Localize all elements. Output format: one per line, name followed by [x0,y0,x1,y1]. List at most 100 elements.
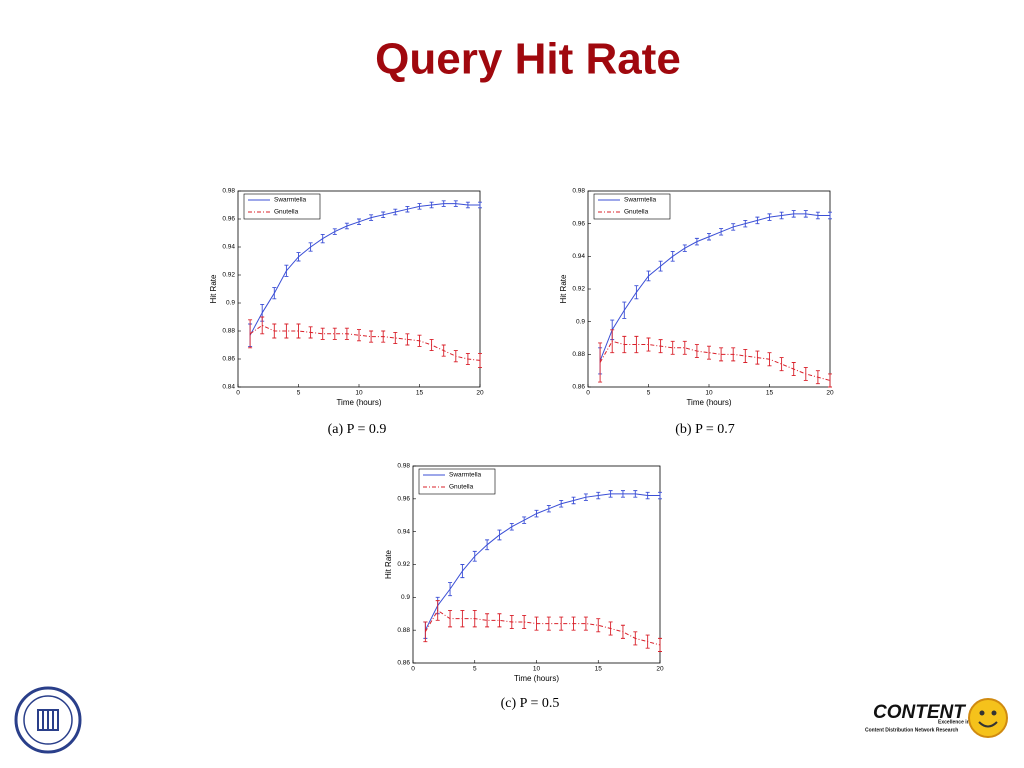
error-bar [634,285,639,300]
legend-label: Swarmtella [274,197,307,204]
error-bar [296,323,301,339]
error-bar [719,347,724,362]
error-bar [598,342,603,383]
error-bar [658,637,662,652]
error-bar [583,493,588,501]
y-tick-label: 0.86 [397,660,410,667]
error-bar [357,218,361,226]
error-bar [534,616,539,631]
error-bar [633,490,638,498]
error-bar [803,210,808,218]
x-tick-label: 5 [473,666,477,673]
y-tick-label: 0.98 [397,463,410,470]
error-bar [608,621,613,636]
x-axis-label: Time (hours) [336,398,381,407]
legend-box [418,468,496,495]
error-bar [308,242,313,252]
error-bar [658,260,663,272]
error-bar [472,610,477,628]
x-tick-label: 0 [586,390,590,397]
y-tick-label: 0.86 [572,384,585,391]
error-bar [448,582,453,597]
error-bar [460,564,465,579]
error-bar [633,631,638,646]
error-bar [453,200,458,207]
y-tick-label: 0.94 [572,253,585,260]
error-bar [417,334,422,347]
error-bar [707,233,711,241]
legend-label: Gnutella [274,209,299,216]
error-bar [694,237,699,246]
y-tick-label: 0.92 [222,272,235,279]
error-bar [522,516,527,524]
error-bar [344,222,349,230]
y-tick-label: 0.88 [397,627,410,634]
error-bar [634,335,639,354]
error-bar [260,316,265,335]
error-bar [522,614,527,629]
error-bar [441,344,446,357]
error-bar [308,326,313,339]
error-bar [731,347,736,362]
y-tick-label: 0.9 [226,300,235,307]
y-tick-label: 0.96 [222,216,235,223]
x-tick-label: 15 [416,390,424,397]
error-bar [460,610,465,628]
error-bar [534,509,539,518]
error-bar [815,370,820,385]
error-bar [381,211,386,219]
error-bar [509,523,514,531]
error-bar [828,211,832,220]
x-tick-label: 15 [766,390,774,397]
error-bar [815,211,820,220]
chart-caption: (a) P = 0.9 [328,422,387,437]
error-bar [622,335,627,354]
legend-box [243,193,321,220]
x-tick-label: 10 [705,390,713,397]
y-tick-label: 0.92 [572,286,585,293]
error-bar [546,616,551,631]
x-tick-label: 15 [595,666,603,673]
error-bar [332,228,337,235]
university-logo [14,686,82,754]
x-tick-label: 0 [236,390,240,397]
error-bar [344,327,349,340]
series-line [249,324,481,361]
series-line [599,213,830,362]
error-bar [405,333,410,346]
y-tick-label: 0.88 [572,351,585,358]
error-bar [485,613,490,628]
error-bar [429,338,434,352]
error-bar [559,616,564,631]
error-bar [448,610,453,628]
slide-title: Query Hit Rate [375,35,681,84]
error-bar [645,491,650,500]
error-bar [405,205,410,213]
chart: 0.86 0.88 0.9 0.92 0.94 0.96 0.98 0 5 10 15 20 Time … [384,463,664,712]
y-axis-label: Hit Rate [559,274,568,303]
error-bar [791,210,796,218]
error-bar [559,500,564,508]
y-tick-label: 0.9 [401,594,410,601]
error-bar [546,504,551,513]
error-bar [497,613,502,628]
error-bar [694,344,699,359]
series-line [599,340,831,381]
error-bar [779,357,784,372]
error-bar [320,233,325,244]
error-bar [743,219,748,228]
error-bar [320,327,325,340]
error-bar [369,214,374,221]
error-bar [296,252,301,262]
y-tick-label: 0.94 [397,528,410,535]
error-bar [707,345,711,360]
x-tick-label: 5 [647,390,651,397]
error-bar [755,216,760,225]
x-tick-label: 20 [476,390,484,397]
series-line [424,609,661,646]
error-bar [658,339,663,354]
series-line [249,203,480,336]
y-tick-label: 0.9 [576,318,585,325]
error-bar [608,490,613,498]
series-line [424,493,660,631]
